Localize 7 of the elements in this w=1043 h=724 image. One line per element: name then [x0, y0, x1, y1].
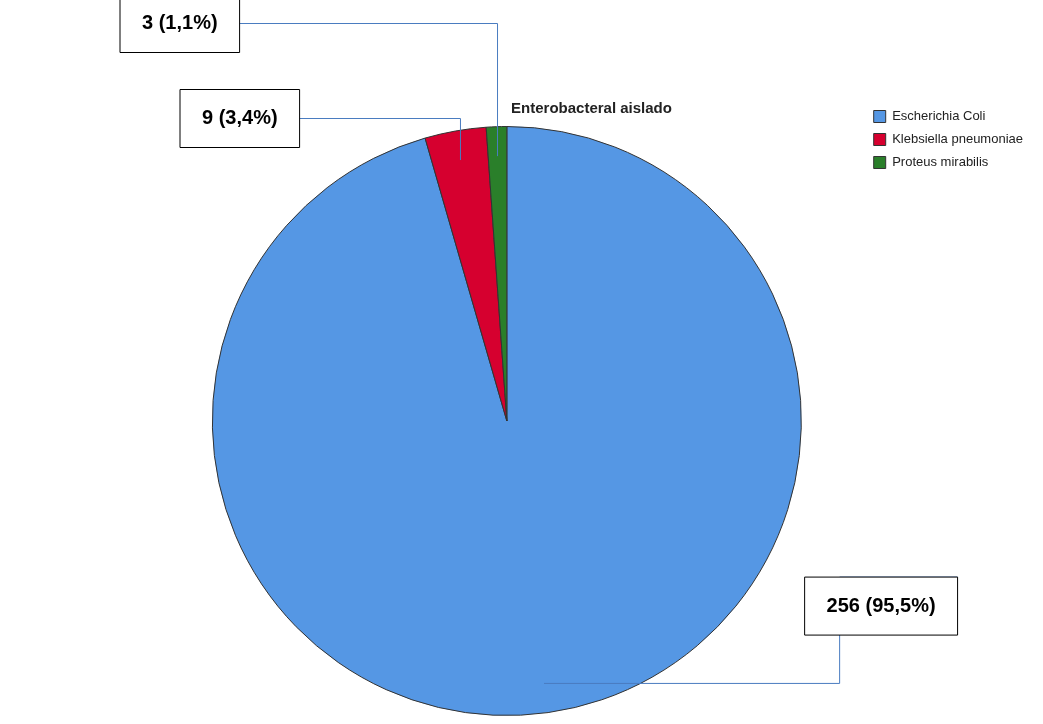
text: Enterobacteral aislado	[511, 99, 672, 117]
data-label: 3 (1,1%)	[142, 11, 218, 34]
data-label: 9 (3,4%)	[202, 106, 278, 129]
legend-label: Escherichia Coli	[892, 108, 986, 124]
legend-label: Klebsiella pneumoniae	[892, 131, 1023, 147]
legend-label: Proteus mirabilis	[892, 154, 989, 170]
data-label: 256 (95,5%)	[826, 593, 936, 616]
